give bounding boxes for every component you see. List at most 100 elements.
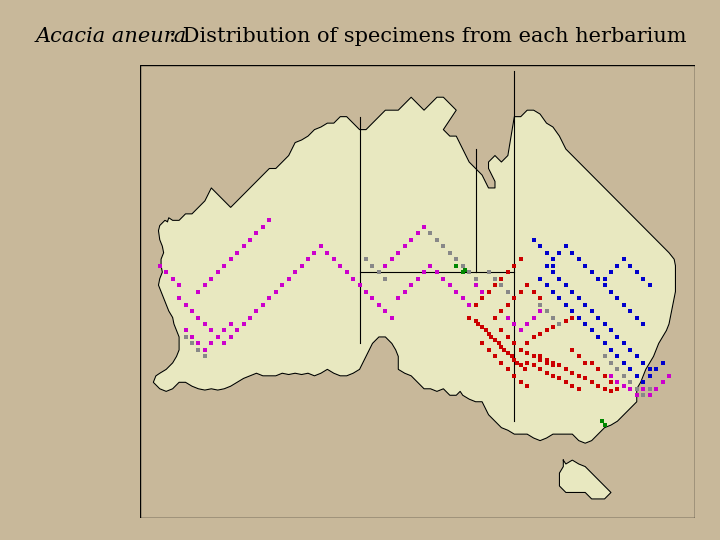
- Point: [618, 300, 630, 309]
- Point: [519, 365, 531, 374]
- Point: [495, 326, 507, 335]
- Point: [392, 248, 404, 257]
- Point: [405, 281, 417, 289]
- Point: [489, 313, 500, 322]
- Point: [631, 352, 642, 361]
- Point: [231, 248, 243, 257]
- Point: [515, 287, 526, 296]
- Point: [502, 348, 513, 357]
- Point: [225, 255, 236, 264]
- Point: [644, 384, 655, 393]
- Point: [508, 320, 520, 328]
- Point: [541, 369, 552, 377]
- Point: [205, 274, 217, 283]
- Point: [392, 294, 404, 302]
- Point: [547, 313, 559, 322]
- Point: [489, 335, 500, 344]
- Point: [438, 274, 449, 283]
- Point: [534, 352, 546, 361]
- Point: [457, 261, 469, 270]
- Point: [470, 300, 482, 309]
- Point: [251, 229, 262, 238]
- Point: [541, 359, 552, 367]
- Point: [612, 378, 624, 387]
- Point: [444, 248, 456, 257]
- Point: [631, 268, 642, 276]
- Point: [547, 361, 559, 370]
- Point: [482, 287, 494, 296]
- Point: [580, 300, 591, 309]
- Point: [322, 248, 333, 257]
- Point: [606, 359, 617, 367]
- Point: [457, 268, 469, 276]
- Point: [283, 274, 294, 283]
- Point: [399, 287, 410, 296]
- Point: [631, 313, 642, 322]
- Point: [644, 365, 655, 374]
- Point: [618, 382, 630, 390]
- Point: [618, 339, 630, 348]
- Point: [379, 261, 391, 270]
- Point: [251, 307, 262, 315]
- Point: [373, 268, 384, 276]
- Point: [459, 265, 471, 274]
- Point: [438, 242, 449, 251]
- Point: [521, 382, 533, 390]
- Point: [650, 365, 662, 374]
- Point: [631, 372, 642, 380]
- Point: [186, 339, 198, 348]
- Point: [599, 384, 611, 393]
- Point: [534, 365, 546, 374]
- Point: [599, 281, 611, 289]
- Point: [186, 307, 198, 315]
- Point: [624, 346, 636, 354]
- Point: [366, 294, 378, 302]
- Point: [573, 313, 585, 322]
- Point: [554, 361, 565, 370]
- Point: [373, 268, 384, 276]
- Point: [554, 374, 565, 383]
- Point: [477, 294, 488, 302]
- Point: [618, 255, 630, 264]
- Point: [586, 307, 598, 315]
- Point: [199, 352, 211, 361]
- Point: [560, 378, 572, 387]
- Point: [612, 261, 624, 270]
- Point: [386, 313, 397, 322]
- Point: [554, 294, 565, 302]
- Point: [541, 261, 552, 270]
- Point: [586, 359, 598, 367]
- Point: [489, 274, 500, 283]
- Point: [541, 356, 552, 364]
- Point: [599, 352, 611, 361]
- Point: [534, 356, 546, 364]
- Point: [347, 274, 359, 283]
- Point: [193, 313, 204, 322]
- Point: [596, 417, 608, 426]
- Point: [534, 300, 546, 309]
- Point: [528, 333, 539, 341]
- Point: [489, 281, 500, 289]
- Point: [502, 268, 513, 276]
- Point: [541, 248, 552, 257]
- Point: [451, 255, 462, 264]
- Point: [495, 343, 507, 352]
- Point: [606, 387, 617, 396]
- Point: [573, 352, 585, 361]
- Point: [631, 384, 642, 393]
- Point: [573, 372, 585, 380]
- Point: [470, 274, 482, 283]
- Point: [425, 261, 436, 270]
- Point: [606, 326, 617, 335]
- Point: [599, 320, 611, 328]
- Point: [580, 374, 591, 383]
- Point: [624, 384, 636, 393]
- Point: [502, 333, 513, 341]
- Point: [547, 287, 559, 296]
- Point: [547, 268, 559, 276]
- Point: [218, 326, 230, 335]
- Point: [580, 261, 591, 270]
- Point: [366, 261, 378, 270]
- Point: [521, 348, 533, 357]
- Point: [218, 339, 230, 348]
